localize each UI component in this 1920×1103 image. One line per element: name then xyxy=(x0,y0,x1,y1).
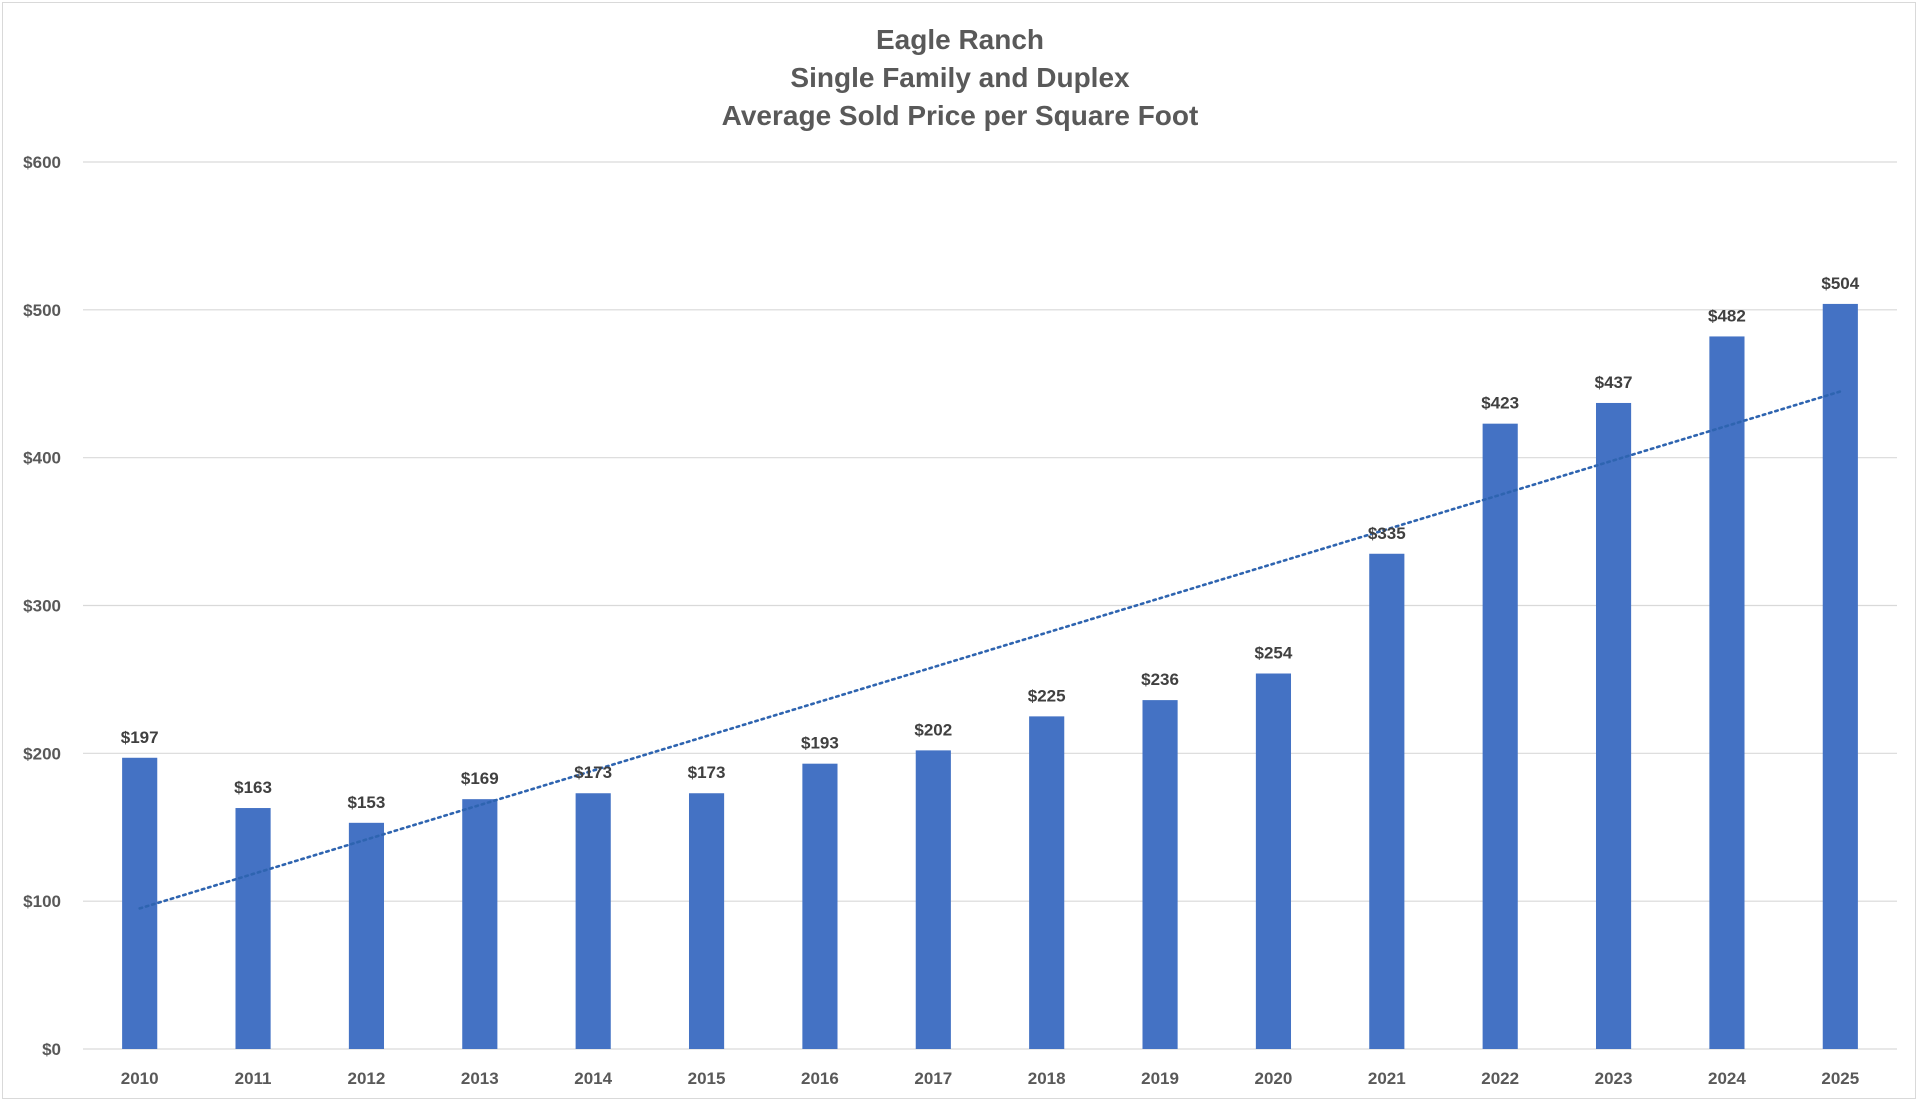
x-tick-label-2011: 2011 xyxy=(235,1069,272,1088)
data-label-2012: $153 xyxy=(348,793,386,812)
y-tick-label-600: $600 xyxy=(23,153,61,172)
x-tick-label-2013: 2013 xyxy=(461,1069,499,1088)
data-label-2019: $236 xyxy=(1141,670,1179,689)
bars xyxy=(122,303,1858,1049)
x-tick-label-2025: 2025 xyxy=(1821,1069,1859,1088)
data-label-2013: $169 xyxy=(461,769,499,788)
data-labels: $197 $163 $153 $169 $173 $173 $193 $202 $225 $236… xyxy=(121,274,1860,812)
data-label-2010: $197 xyxy=(121,728,159,747)
bar-2022 xyxy=(1482,423,1518,1049)
bar-2021 xyxy=(1369,553,1405,1049)
bar-2015 xyxy=(688,793,725,1049)
bar-2011 xyxy=(235,808,271,1049)
bar-2024 xyxy=(1709,336,1745,1049)
x-tick-label-2014: 2014 xyxy=(574,1069,612,1088)
data-label-2021: $335 xyxy=(1368,524,1406,543)
chart-plot: $0$100$200$300$400$500$600 $197$163$153$… xyxy=(23,153,1897,1088)
bar-2019 xyxy=(1142,700,1178,1049)
data-label-2014: $173 xyxy=(574,763,612,782)
bar-2023 xyxy=(1595,402,1632,1049)
data-label-2024: $482 xyxy=(1708,306,1746,325)
bar-2017 xyxy=(915,750,951,1049)
x-tick-label-2024: 2024 xyxy=(1708,1069,1746,1088)
y-tick-label-100: $100 xyxy=(23,892,61,911)
bar-2018 xyxy=(1029,716,1065,1049)
chart-title-line-2: Single Family and Duplex xyxy=(790,62,1130,93)
bar-2020 xyxy=(1255,673,1292,1049)
chart-title: Eagle Ranch Single Family and Duplex Ave… xyxy=(3,21,1917,135)
x-tick-label-2017: 2017 xyxy=(914,1069,952,1088)
data-label-2017: $202 xyxy=(914,720,952,739)
bar-2013 xyxy=(462,799,498,1049)
x-axis-tick-labels: 2010 2011 2012 2013 2014 2015 2016 2017 2018 2019… xyxy=(121,1069,1859,1088)
y-tick-label-200: $200 xyxy=(23,744,61,763)
y-tick-label-500: $500 xyxy=(23,301,61,320)
data-label-2015: $173 xyxy=(688,763,726,782)
chart-title-line-3: Average Sold Price per Square Foot xyxy=(721,100,1199,131)
x-tick-label-2021: 2021 xyxy=(1368,1069,1406,1088)
trendline xyxy=(138,390,1842,910)
y-tick-label-300: $300 xyxy=(23,597,61,616)
x-tick-label-2010: 2010 xyxy=(121,1069,159,1088)
data-label-2022: $423 xyxy=(1481,394,1519,413)
gridlines xyxy=(83,161,1897,1050)
x-tick-label-2022: 2022 xyxy=(1481,1069,1519,1088)
bar-2016 xyxy=(802,763,838,1049)
y-axis-tick-labels: $0 $100 $200 $300 $400 $500 $600 xyxy=(23,153,61,1059)
data-label-2018: $225 xyxy=(1028,686,1066,705)
bar-2014 xyxy=(575,793,611,1049)
y-tick-label-0: $0 xyxy=(42,1040,61,1059)
data-label-2020: $254 xyxy=(1255,644,1293,663)
trendline-layer xyxy=(138,390,1842,910)
data-label-2011: $163 xyxy=(234,778,272,797)
y-tick-label-400: $400 xyxy=(23,449,61,468)
data-label-2023: $437 xyxy=(1595,373,1633,392)
x-tick-label-2020: 2020 xyxy=(1255,1069,1293,1088)
data-label-2025: $504 xyxy=(1821,274,1859,293)
x-tick-label-2018: 2018 xyxy=(1028,1069,1066,1088)
x-tick-label-2019: 2019 xyxy=(1141,1069,1179,1088)
chart-title-line-1: Eagle Ranch xyxy=(875,24,1045,55)
bar-2010 xyxy=(122,757,158,1049)
data-label-2016: $193 xyxy=(801,734,839,753)
x-tick-label-2023: 2023 xyxy=(1595,1069,1633,1088)
x-tick-label-2016: 2016 xyxy=(801,1069,839,1088)
x-tick-label-2012: 2012 xyxy=(348,1069,386,1088)
bar-2012 xyxy=(348,822,385,1049)
x-tick-label-2015: 2015 xyxy=(688,1069,726,1088)
bar-2025 xyxy=(1822,303,1858,1049)
